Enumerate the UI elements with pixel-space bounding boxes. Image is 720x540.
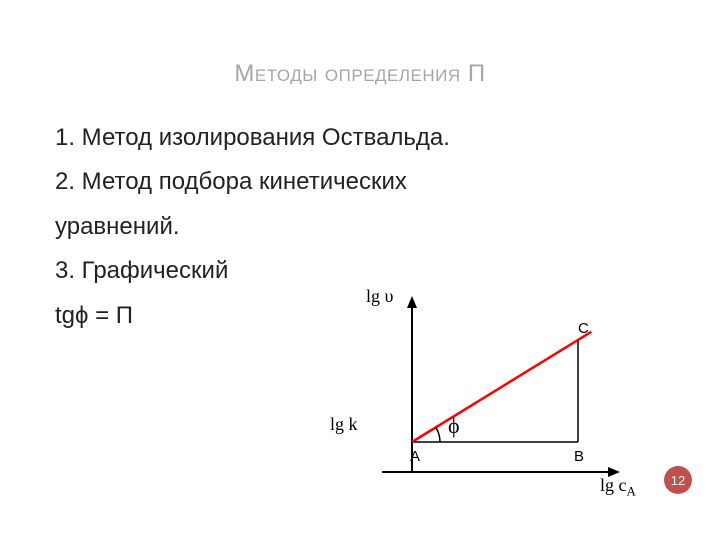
page-number: 12: [671, 473, 685, 488]
y-axis-label: lg υ: [366, 286, 393, 307]
page-number-badge: 12: [664, 466, 692, 494]
line-3: уравнений.: [55, 205, 665, 249]
line-2: 2. Метод подбора кинетических: [55, 160, 665, 204]
line-4: 3. Графический: [55, 249, 665, 293]
slide: Методы определения П 1. Метод изолирован…: [0, 0, 720, 540]
point-c-label: C: [578, 320, 589, 337]
point-a-label: A: [410, 448, 420, 465]
page-title: Методы определения П: [55, 60, 665, 88]
line-1: 1. Метод изолирования Оствальда.: [55, 116, 665, 160]
point-b-label: B: [574, 448, 584, 465]
angle-phi-label: ϕ: [448, 413, 460, 439]
origin-label: lg k: [330, 414, 358, 435]
chart-diagram: lg υ lg cA lg k A B C ϕ: [320, 290, 680, 520]
x-axis-label: lg cA: [600, 475, 636, 500]
